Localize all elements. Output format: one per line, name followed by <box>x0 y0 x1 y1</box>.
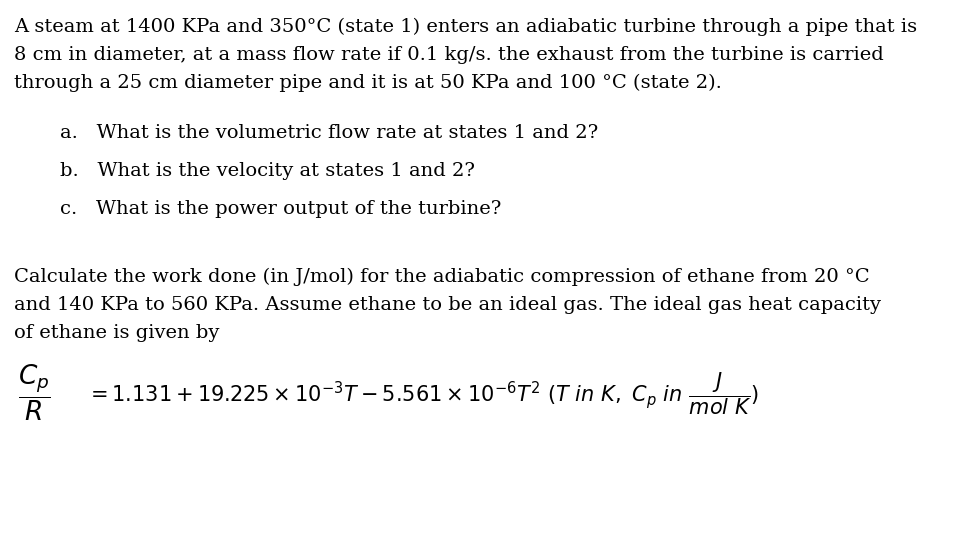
Text: A steam at 1400 KPa and 350°C (state 1) enters an adiabatic turbine through a pi: A steam at 1400 KPa and 350°C (state 1) … <box>14 18 917 36</box>
Text: Calculate the work done (in J/mol) for the adiabatic compression of ethane from : Calculate the work done (in J/mol) for t… <box>14 268 870 286</box>
Text: b.   What is the velocity at states 1 and 2?: b. What is the velocity at states 1 and … <box>60 162 475 180</box>
Text: $\dfrac{C_p}{R}$: $\dfrac{C_p}{R}$ <box>18 362 51 423</box>
Text: of ethane is given by: of ethane is given by <box>14 324 220 342</box>
Text: and 140 KPa to 560 KPa. Assume ethane to be an ideal gas. The ideal gas heat cap: and 140 KPa to 560 KPa. Assume ethane to… <box>14 296 881 314</box>
Text: 8 cm in diameter, at a mass flow rate if 0.1 kg/s. the exhaust from the turbine : 8 cm in diameter, at a mass flow rate if… <box>14 46 884 64</box>
Text: $= 1.131 + 19.225 \times 10^{-3}T - 5.561 \times 10^{-6}T^2\ (T\ \mathit{in}\ K,: $= 1.131 + 19.225 \times 10^{-3}T - 5.56… <box>86 370 759 416</box>
Text: c.   What is the power output of the turbine?: c. What is the power output of the turbi… <box>60 200 501 218</box>
Text: a.   What is the volumetric flow rate at states 1 and 2?: a. What is the volumetric flow rate at s… <box>60 124 598 142</box>
Text: through a 25 cm diameter pipe and it is at 50 KPa and 100 °C (state 2).: through a 25 cm diameter pipe and it is … <box>14 74 722 92</box>
